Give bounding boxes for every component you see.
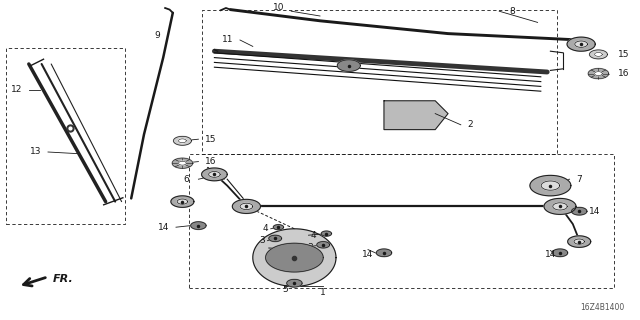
Text: 3: 3 xyxy=(308,243,313,252)
Text: 16: 16 xyxy=(205,157,216,166)
Polygon shape xyxy=(553,203,567,210)
Polygon shape xyxy=(273,225,284,230)
Polygon shape xyxy=(567,37,595,51)
Polygon shape xyxy=(240,203,253,210)
Text: FR.: FR. xyxy=(53,274,74,284)
Text: 14: 14 xyxy=(545,250,556,259)
Polygon shape xyxy=(376,249,392,257)
Polygon shape xyxy=(177,199,188,204)
Text: 7: 7 xyxy=(576,175,582,184)
Text: 11: 11 xyxy=(222,36,234,44)
Text: 16Z4B1400: 16Z4B1400 xyxy=(580,303,624,312)
Polygon shape xyxy=(595,52,602,56)
Text: 12: 12 xyxy=(11,85,22,94)
Polygon shape xyxy=(541,181,559,190)
Polygon shape xyxy=(337,60,360,71)
Text: 6: 6 xyxy=(183,175,189,184)
Text: 4: 4 xyxy=(263,224,268,233)
Polygon shape xyxy=(384,101,448,130)
Polygon shape xyxy=(253,229,336,286)
Text: 9: 9 xyxy=(154,31,159,40)
Polygon shape xyxy=(317,242,330,248)
Polygon shape xyxy=(209,172,220,177)
Text: 15: 15 xyxy=(205,135,216,144)
Polygon shape xyxy=(202,168,227,181)
Text: 8: 8 xyxy=(509,7,515,16)
Polygon shape xyxy=(172,158,193,168)
Polygon shape xyxy=(589,50,607,59)
Polygon shape xyxy=(588,68,609,79)
Text: 2: 2 xyxy=(467,120,473,129)
Polygon shape xyxy=(232,199,260,213)
Polygon shape xyxy=(544,198,576,214)
Text: 5: 5 xyxy=(282,285,287,294)
Polygon shape xyxy=(287,279,302,287)
Polygon shape xyxy=(179,161,186,165)
Polygon shape xyxy=(574,239,584,244)
Text: 1: 1 xyxy=(321,288,326,297)
Text: 14: 14 xyxy=(362,250,374,259)
Polygon shape xyxy=(173,136,191,145)
Text: 15: 15 xyxy=(618,50,629,59)
Text: 10: 10 xyxy=(273,4,284,12)
Polygon shape xyxy=(269,235,282,242)
Text: 14: 14 xyxy=(158,223,170,232)
Polygon shape xyxy=(321,231,332,236)
Text: 13: 13 xyxy=(30,148,42,156)
Polygon shape xyxy=(575,41,588,47)
Polygon shape xyxy=(568,236,591,247)
Polygon shape xyxy=(552,249,568,257)
Polygon shape xyxy=(572,207,587,215)
Polygon shape xyxy=(266,243,323,272)
Polygon shape xyxy=(171,196,194,207)
Polygon shape xyxy=(530,175,571,196)
Text: 14: 14 xyxy=(589,207,600,216)
Polygon shape xyxy=(191,222,206,229)
Polygon shape xyxy=(595,72,602,76)
Text: 16: 16 xyxy=(618,69,629,78)
Polygon shape xyxy=(179,139,186,143)
Text: 4: 4 xyxy=(311,231,316,240)
Text: 3: 3 xyxy=(260,236,265,245)
